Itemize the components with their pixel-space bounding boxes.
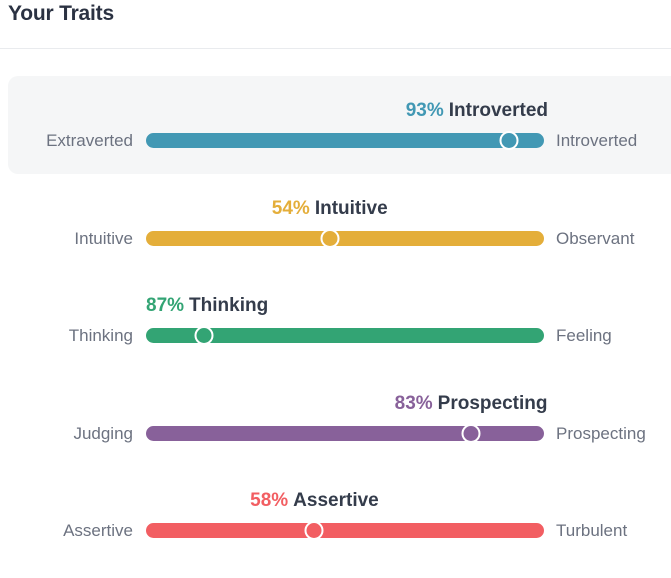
trait-percent: 83% — [394, 393, 433, 414]
trait-heading: 93% Introverted — [406, 100, 548, 122]
trait-heading: 83% Prospecting — [395, 393, 548, 415]
trait-label: Thinking — [189, 295, 269, 316]
trait-percent: 58% — [250, 490, 289, 511]
trait-row-identity[interactable]: 58% Assertive Assertive Turbulent — [0, 468, 671, 566]
trait-left-label: Thinking — [68, 326, 133, 345]
trait-heading: 58% Assertive — [250, 490, 379, 512]
trait-label: Intuitive — [314, 198, 388, 219]
trait-bar — [146, 131, 544, 150]
trait-row-energy[interactable]: 54% Intuitive Intuitive Observant — [0, 176, 671, 274]
trait-left-label: Assertive — [63, 521, 133, 540]
trait-right-label: Feeling — [556, 326, 612, 345]
trait-slider-knob — [194, 326, 214, 345]
trait-bar — [146, 521, 544, 540]
trait-percent: 54% — [271, 198, 310, 219]
trait-bar — [146, 424, 544, 443]
trait-percent: 87% — [146, 295, 185, 316]
trait-row-nature[interactable]: 87% Thinking Thinking Feeling — [0, 273, 671, 371]
trait-percent: 93% — [405, 100, 444, 121]
trait-bar — [146, 229, 544, 248]
trait-bar — [146, 326, 544, 345]
trait-label: Prospecting — [437, 393, 548, 414]
header-divider — [0, 48, 671, 49]
trait-right-label: Turbulent — [556, 521, 628, 540]
trait-right-label: Prospecting — [556, 424, 646, 443]
trait-label: Assertive — [293, 490, 379, 511]
trait-row-mind[interactable]: 93% Introverted Extraverted Introverted — [0, 76, 671, 176]
trait-heading: 54% Intuitive — [272, 198, 388, 220]
page-title: Your Traits — [8, 2, 114, 25]
trait-slider-knob — [320, 229, 340, 248]
trait-slider-knob — [304, 521, 324, 540]
trait-slider-knob — [461, 424, 481, 443]
trait-heading: 87% Thinking — [146, 295, 268, 317]
trait-left-label: Judging — [73, 424, 133, 443]
trait-label: Introverted — [448, 100, 548, 121]
trait-left-label: Intuitive — [74, 229, 133, 248]
trait-left-label: Extraverted — [46, 131, 133, 150]
trait-slider-knob — [499, 131, 519, 150]
trait-row-tactics[interactable]: 83% Prospecting Judging Prospecting — [0, 371, 671, 469]
trait-right-label: Observant — [556, 229, 635, 248]
trait-right-label: Introverted — [556, 131, 638, 150]
